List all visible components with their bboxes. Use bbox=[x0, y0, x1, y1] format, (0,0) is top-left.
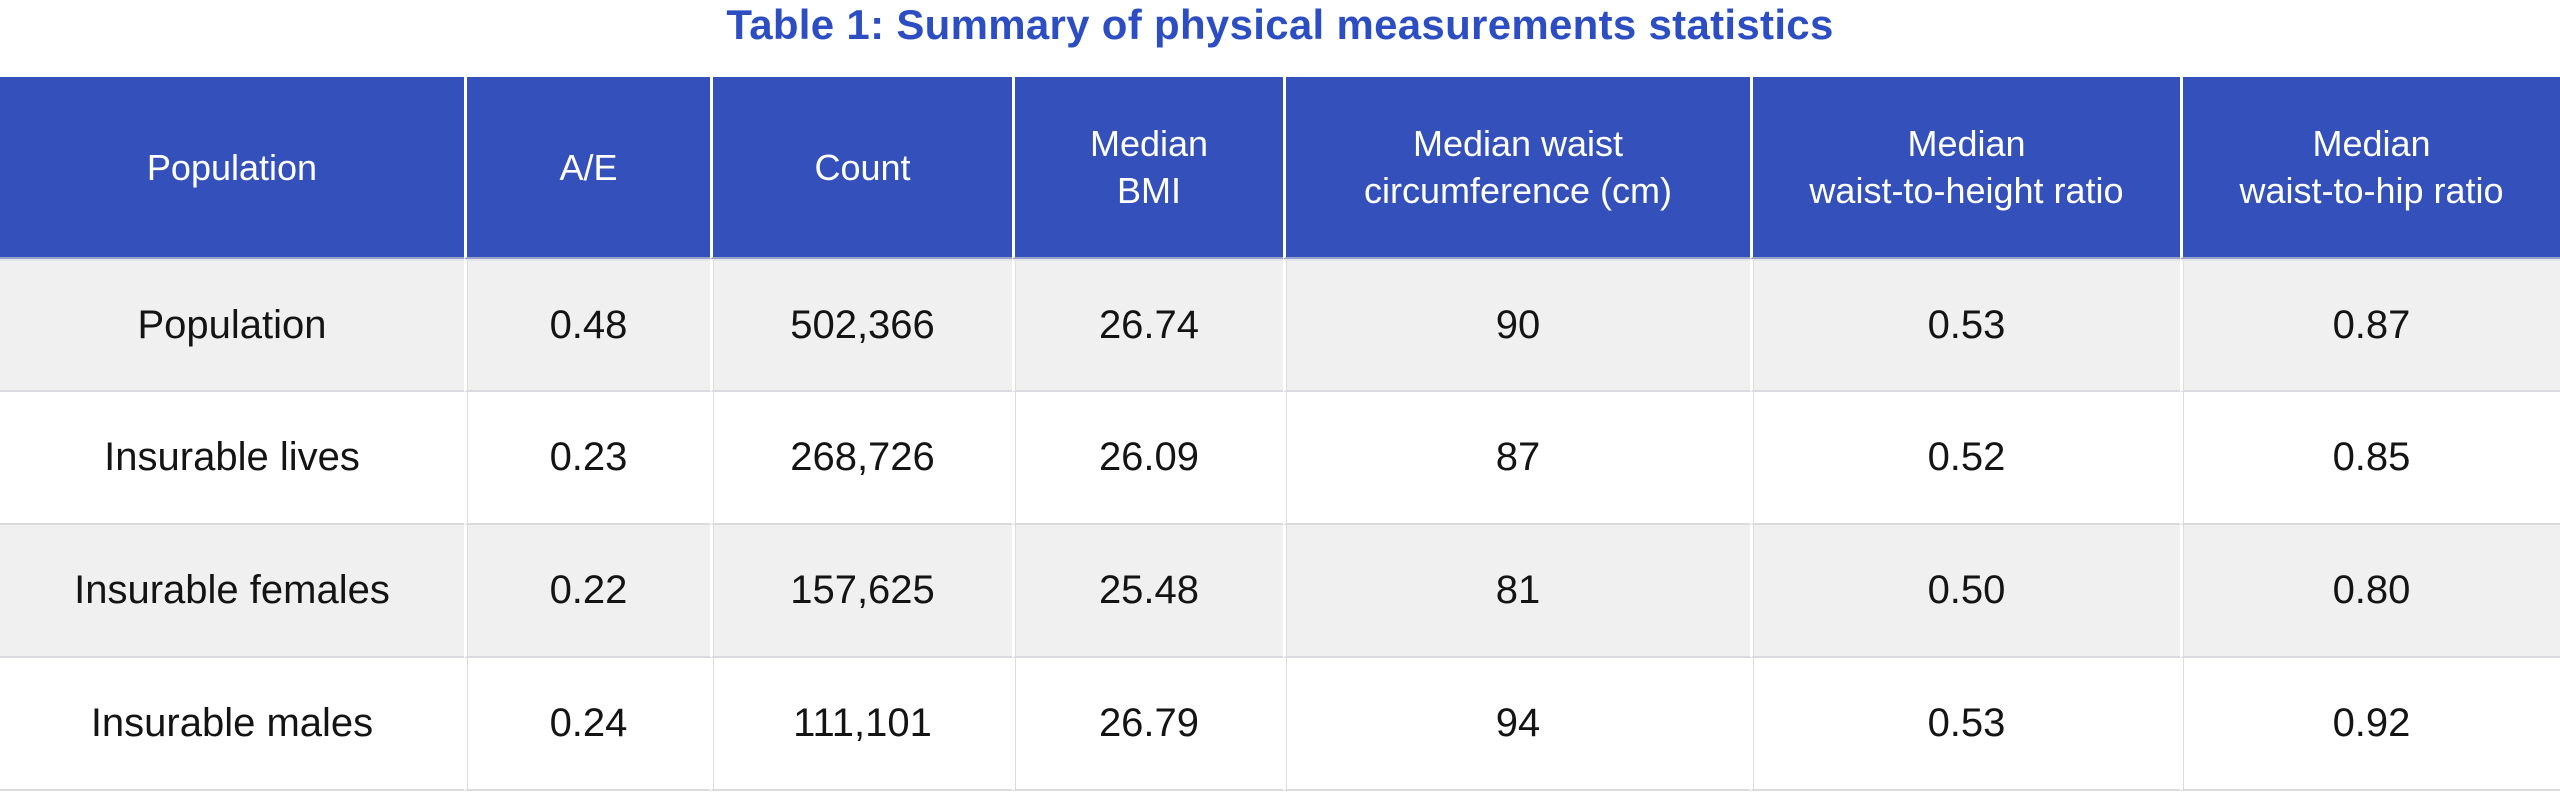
value-cell: 25.48 bbox=[1012, 525, 1283, 658]
table-row: Insurable males 0.24 111,101 26.79 94 0.… bbox=[0, 658, 2560, 791]
value-cell: 111,101 bbox=[710, 658, 1012, 791]
value-cell: 0.80 bbox=[2180, 525, 2560, 658]
summary-statistics-table: Population A/E Count Median BMI Median w… bbox=[0, 77, 2560, 791]
value-cell: 0.92 bbox=[2180, 658, 2560, 791]
col-header-ae: A/E bbox=[464, 77, 710, 259]
col-header-population: Population bbox=[0, 77, 464, 259]
table-title: Table 1: Summary of physical measurement… bbox=[726, 1, 1834, 48]
value-cell: 0.52 bbox=[1750, 392, 2180, 525]
row-label-cell: Population bbox=[0, 259, 464, 392]
value-cell: 0.53 bbox=[1750, 259, 2180, 392]
value-cell: 268,726 bbox=[710, 392, 1012, 525]
value-cell: 502,366 bbox=[710, 259, 1012, 392]
col-header-median-waist-to-hip: Median waist-to-hip ratio bbox=[2180, 77, 2560, 259]
value-cell: 87 bbox=[1283, 392, 1750, 525]
col-header-median-bmi: Median BMI bbox=[1012, 77, 1283, 259]
table-row: Population 0.48 502,366 26.74 90 0.53 0.… bbox=[0, 259, 2560, 392]
col-header-median-waist-to-height: Median waist-to-height ratio bbox=[1750, 77, 2180, 259]
value-cell: 157,625 bbox=[710, 525, 1012, 658]
value-cell: 81 bbox=[1283, 525, 1750, 658]
value-cell: 26.09 bbox=[1012, 392, 1283, 525]
table-header-row: Population A/E Count Median BMI Median w… bbox=[0, 77, 2560, 259]
value-cell: 90 bbox=[1283, 259, 1750, 392]
value-cell: 0.48 bbox=[464, 259, 710, 392]
col-header-count: Count bbox=[710, 77, 1012, 259]
row-label-cell: Insurable males bbox=[0, 658, 464, 791]
table-row: Insurable lives 0.23 268,726 26.09 87 0.… bbox=[0, 392, 2560, 525]
value-cell: 0.87 bbox=[2180, 259, 2560, 392]
value-cell: 0.53 bbox=[1750, 658, 2180, 791]
value-cell: 26.79 bbox=[1012, 658, 1283, 791]
value-cell: 0.23 bbox=[464, 392, 710, 525]
value-cell: 0.50 bbox=[1750, 525, 2180, 658]
row-label-cell: Insurable females bbox=[0, 525, 464, 658]
value-cell: 0.24 bbox=[464, 658, 710, 791]
value-cell: 26.74 bbox=[1012, 259, 1283, 392]
value-cell: 0.22 bbox=[464, 525, 710, 658]
table-row: Insurable females 0.22 157,625 25.48 81 … bbox=[0, 525, 2560, 658]
value-cell: 0.85 bbox=[2180, 392, 2560, 525]
value-cell: 94 bbox=[1283, 658, 1750, 791]
col-header-median-waist-circumference: Median waist circumference (cm) bbox=[1283, 77, 1750, 259]
row-label-cell: Insurable lives bbox=[0, 392, 464, 525]
